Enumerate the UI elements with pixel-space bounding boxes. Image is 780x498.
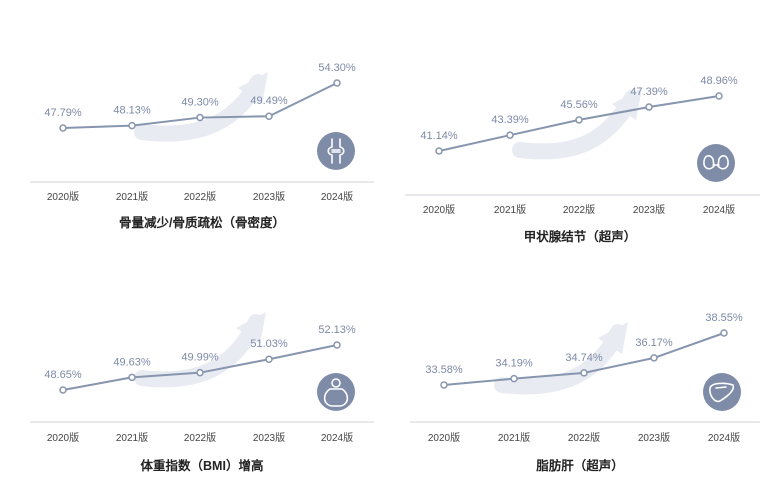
data-point	[580, 369, 588, 377]
chart-title: 骨量减少/骨质疏松（骨密度）	[119, 215, 285, 230]
data-point	[128, 373, 136, 382]
data-label: 34.74%	[565, 352, 603, 364]
x-tick-label: 2022版	[184, 190, 216, 203]
data-label: 47.79%	[44, 107, 82, 119]
data-point	[196, 113, 204, 122]
trend-arrow-decoration	[134, 312, 266, 388]
trend-arrow-decoration	[494, 322, 628, 395]
x-tick-label: 2024版	[321, 431, 353, 444]
data-point	[333, 79, 341, 87]
data-label: 52.13%	[318, 324, 356, 336]
chart-title: 脂肪肝（超声）	[535, 458, 624, 473]
x-tick-label: 2020版	[423, 203, 455, 216]
x-tick-label: 2021版	[116, 431, 148, 444]
x-tick-label: 2020版	[47, 190, 79, 203]
x-tick-label: 2021版	[116, 190, 148, 203]
data-label: 49.30%	[181, 97, 219, 109]
x-tick-label: 2020版	[47, 431, 79, 444]
data-point	[645, 103, 653, 111]
x-tick-label: 2022版	[184, 431, 216, 444]
x-tick-label: 2021版	[494, 203, 526, 216]
data-point	[265, 112, 273, 120]
data-label: 33.58%	[425, 364, 463, 376]
data-label: 49.99%	[181, 352, 219, 364]
trend-arrow-decoration	[134, 72, 268, 142]
data-label: 48.65%	[44, 369, 82, 381]
knee-joint-icon	[317, 132, 355, 170]
x-tick-label: 2023版	[633, 203, 665, 216]
chart-panel: 41.14% 2020版 43.39% 2021版 45.56% 2022版 47.39% 2…	[405, 75, 760, 244]
data-label: 34.19%	[495, 358, 533, 370]
data-point	[506, 131, 514, 139]
data-label: 54.30%	[318, 62, 356, 74]
data-label: 49.63%	[113, 356, 151, 368]
chart-title: 甲状腺结节（超声）	[524, 229, 637, 244]
data-point	[265, 355, 273, 363]
x-tick-label: 2021版	[498, 431, 530, 444]
x-tick-label: 2022版	[568, 431, 600, 444]
data-label: 38.55%	[705, 312, 743, 324]
chart-panel: 47.79% 2020版 48.13% 2021版 49.30% 2022版 49.49% 2…	[30, 62, 374, 230]
chart-title: 体重指数（BMI）增高	[141, 458, 264, 473]
x-tick-label: 2023版	[638, 431, 670, 444]
data-label: 45.56%	[560, 99, 598, 111]
data-point	[440, 381, 448, 389]
liver-icon	[703, 373, 741, 411]
thyroid-icon	[697, 144, 735, 182]
x-tick-label: 2022版	[563, 203, 595, 216]
data-point	[720, 329, 728, 337]
data-point	[510, 374, 518, 383]
data-label: 49.49%	[250, 95, 288, 107]
data-label: 51.03%	[250, 338, 288, 350]
data-point	[715, 92, 723, 100]
chart-panel: 48.65% 2020版 49.63% 2021版 49.99% 2022版 51.03% 2…	[30, 312, 374, 473]
data-label: 36.17%	[635, 337, 673, 349]
data-label: 48.13%	[113, 105, 151, 117]
data-point	[128, 121, 136, 130]
x-tick-label: 2024版	[708, 431, 740, 444]
data-point	[575, 116, 583, 124]
x-tick-label: 2023版	[253, 431, 285, 444]
chart-panel: 33.58% 2020版 34.19% 2021版 34.74% 2022版 36.17% 2…	[410, 312, 760, 473]
data-label: 41.14%	[420, 130, 458, 142]
x-tick-label: 2024版	[703, 203, 735, 216]
overweight-person-icon	[317, 373, 355, 411]
x-tick-label: 2023版	[253, 190, 285, 203]
data-point	[196, 368, 204, 377]
data-point	[435, 147, 443, 155]
x-tick-label: 2024版	[321, 190, 353, 203]
data-point	[59, 124, 67, 132]
data-label: 43.39%	[491, 114, 529, 126]
x-tick-label: 2020版	[428, 431, 460, 444]
data-point	[59, 386, 67, 394]
data-point	[333, 341, 341, 349]
data-label: 47.39%	[630, 86, 668, 98]
data-label: 48.96%	[700, 75, 738, 87]
data-point	[650, 354, 658, 362]
